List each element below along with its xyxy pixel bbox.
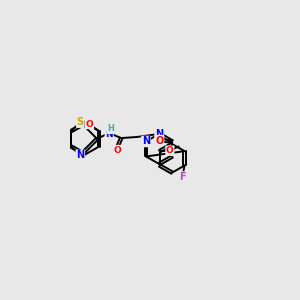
Text: O: O xyxy=(155,136,164,146)
Text: F: F xyxy=(179,172,186,182)
Text: N: N xyxy=(155,129,163,139)
Text: O: O xyxy=(166,146,174,155)
Text: O: O xyxy=(113,146,121,154)
Text: N: N xyxy=(105,130,113,139)
Text: N: N xyxy=(76,150,84,161)
Text: O: O xyxy=(86,119,93,128)
Text: H: H xyxy=(108,124,114,134)
Text: S: S xyxy=(77,117,84,127)
Text: N: N xyxy=(142,136,150,146)
